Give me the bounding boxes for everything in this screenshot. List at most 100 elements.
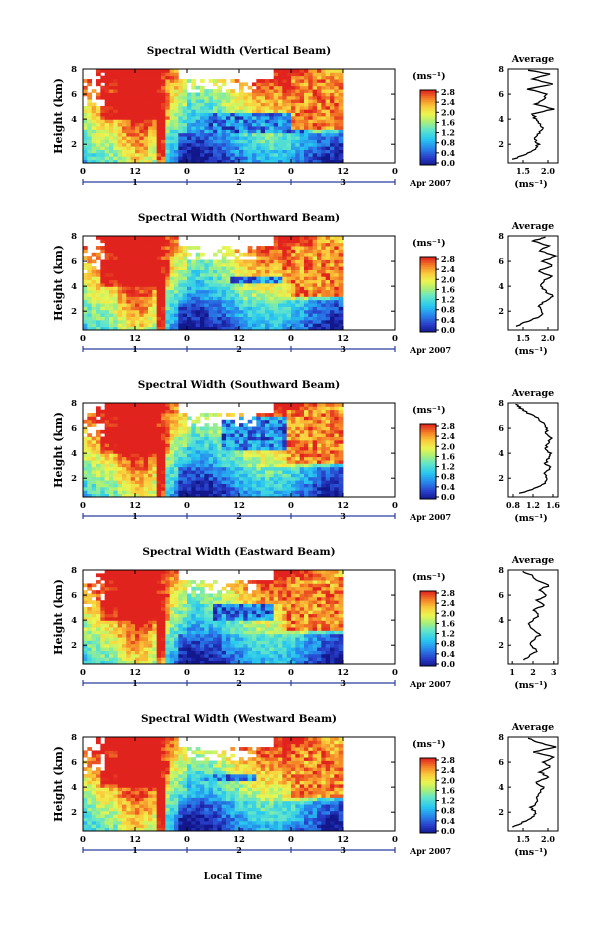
heatmap-cell: [135, 289, 140, 294]
heatmap-cell: [217, 116, 223, 120]
heatmap-cell: [130, 246, 136, 250]
heatmap-cell: [265, 309, 270, 314]
heatmap-cell: [126, 142, 132, 147]
heatmap-cell: [221, 82, 227, 87]
heatmap-cell: [239, 463, 244, 468]
heatmap-cell: [260, 486, 266, 491]
heatmap-cell: [234, 476, 240, 481]
heatmap-cell: [83, 156, 88, 161]
heatmap-cell: [117, 279, 123, 284]
colorbar-swatch: [420, 296, 436, 299]
x-hour-tick-label: 0: [288, 334, 294, 344]
heatmap-cell: [161, 409, 166, 414]
heatmap-cell: [304, 470, 309, 474]
heatmap-cell: [187, 466, 192, 471]
heatmap-cell: [208, 439, 214, 444]
heatmap-cell: [338, 272, 344, 277]
heatmap-cell: [109, 450, 114, 454]
heatmap-cell: [169, 252, 175, 257]
heatmap-cell: [213, 466, 218, 471]
heatmap-cell: [243, 102, 249, 107]
heatmap-cell: [278, 403, 283, 407]
heatmap-cell: [100, 69, 106, 73]
heatmap-cell: [291, 403, 296, 407]
heatmap-cell: [182, 85, 188, 90]
colorbar-tick-label: 1.6: [441, 284, 455, 294]
heatmap-cell: [161, 276, 166, 281]
heatmap-cell: [213, 92, 218, 97]
heatmap-cell: [230, 493, 236, 498]
heatmap-cell: [96, 82, 101, 87]
heatmap-cell: [161, 303, 166, 307]
colorbar-swatch: [420, 264, 436, 267]
heatmap-cell: [239, 476, 244, 481]
heatmap-cell: [126, 269, 132, 274]
heatmap-cell: [304, 289, 309, 294]
heatmap-cell: [334, 463, 340, 468]
heatmap-cell: [200, 483, 205, 488]
heatmap-cell: [87, 493, 93, 498]
heatmap-cell: [156, 306, 162, 311]
heatmap-cell: [291, 82, 296, 87]
heatmap-cell: [182, 256, 188, 260]
heatmap-cell: [321, 409, 327, 414]
heatmap-cell: [165, 326, 171, 331]
heatmap-cell: [113, 473, 119, 478]
heatmap-cell: [299, 299, 305, 304]
heatmap-cell: [260, 493, 266, 498]
heatmap-cell: [299, 139, 305, 144]
heatmap-cell: [126, 149, 132, 154]
heatmap-cell: [130, 426, 136, 431]
colorbar-swatch: [420, 90, 436, 93]
heatmap-cell: [100, 236, 106, 240]
heatmap-cell: [152, 476, 158, 481]
heatmap-cell: [208, 159, 214, 164]
heatmap-cell: [135, 323, 140, 328]
heatmap-cell: [143, 256, 149, 260]
heatmap-cell: [191, 439, 197, 444]
heatmap-cell: [256, 272, 262, 277]
heatmap-cell: [135, 249, 140, 254]
heatmap-cell: [165, 82, 171, 87]
heatmap-cell: [165, 156, 171, 161]
heatmap-cell: [286, 436, 292, 441]
heatmap-cell: [230, 152, 236, 157]
heatmap-cell: [143, 306, 149, 311]
heatmap-cell: [195, 252, 201, 257]
heatmap-cell: [126, 309, 132, 314]
heatmap-cell: [273, 309, 279, 314]
heatmap-cell: [308, 116, 314, 120]
heatmap-cell: [174, 69, 179, 73]
heatmap-cell: [295, 75, 301, 80]
heatmap-cell: [113, 306, 119, 311]
heatmap-cell: [278, 149, 283, 154]
heatmap-cell: [265, 129, 270, 134]
heatmap-cell: [100, 139, 106, 144]
heatmap-cell: [334, 409, 340, 414]
heatmap-cell: [295, 246, 301, 250]
heatmap-cell: [278, 92, 283, 97]
heatmap-cell: [239, 460, 244, 464]
heatmap-cell: [174, 493, 179, 498]
heatmap-cell: [295, 92, 301, 97]
colorbar-swatch: [420, 127, 436, 130]
colorbar-swatch: [420, 103, 436, 106]
avg-x-tick-label: 1.5: [516, 333, 530, 343]
heatmap-cell: [217, 436, 223, 441]
heatmap-cell: [96, 122, 101, 127]
heatmap-cell: [191, 466, 197, 471]
heatmap-cell: [304, 159, 309, 164]
heatmap-cell: [91, 276, 97, 281]
heatmap-cell: [221, 269, 227, 274]
heatmap-cell: [338, 480, 344, 484]
heatmap-cell: [161, 299, 166, 304]
heatmap-cell: [282, 436, 288, 441]
heatmap-cell: [217, 323, 223, 328]
heatmap-cell: [91, 450, 97, 454]
heatmap-cell: [338, 433, 344, 437]
heatmap-cell: [221, 139, 227, 144]
heatmap-cell: [165, 316, 171, 321]
heatmap-cell: [143, 236, 149, 240]
heatmap-cell: [299, 89, 305, 93]
heatmap-cell: [278, 75, 283, 80]
